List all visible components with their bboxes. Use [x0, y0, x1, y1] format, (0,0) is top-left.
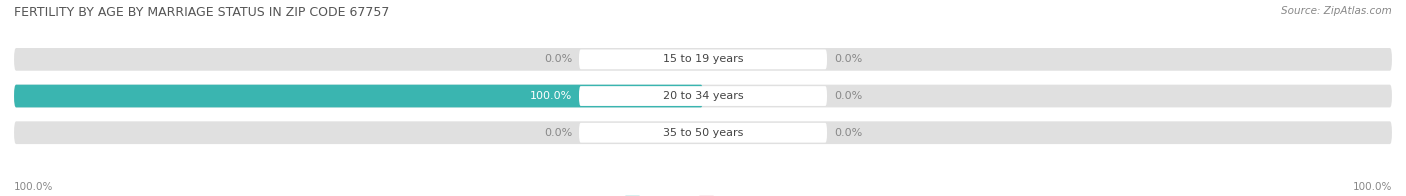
Text: Source: ZipAtlas.com: Source: ZipAtlas.com	[1281, 6, 1392, 16]
Text: 0.0%: 0.0%	[544, 54, 572, 64]
Text: 0.0%: 0.0%	[834, 91, 862, 101]
Text: 0.0%: 0.0%	[834, 54, 862, 64]
Text: 100.0%: 100.0%	[530, 91, 572, 101]
FancyBboxPatch shape	[579, 123, 827, 143]
FancyBboxPatch shape	[579, 86, 827, 106]
FancyBboxPatch shape	[579, 49, 827, 69]
FancyBboxPatch shape	[14, 85, 1392, 107]
FancyBboxPatch shape	[14, 48, 1392, 71]
FancyBboxPatch shape	[14, 85, 703, 107]
Text: 100.0%: 100.0%	[14, 182, 53, 192]
FancyBboxPatch shape	[14, 121, 1392, 144]
Text: 0.0%: 0.0%	[834, 128, 862, 138]
Text: 20 to 34 years: 20 to 34 years	[662, 91, 744, 101]
Text: 0.0%: 0.0%	[544, 128, 572, 138]
Text: 15 to 19 years: 15 to 19 years	[662, 54, 744, 64]
Text: 100.0%: 100.0%	[1353, 182, 1392, 192]
Text: 35 to 50 years: 35 to 50 years	[662, 128, 744, 138]
Text: FERTILITY BY AGE BY MARRIAGE STATUS IN ZIP CODE 67757: FERTILITY BY AGE BY MARRIAGE STATUS IN Z…	[14, 6, 389, 19]
